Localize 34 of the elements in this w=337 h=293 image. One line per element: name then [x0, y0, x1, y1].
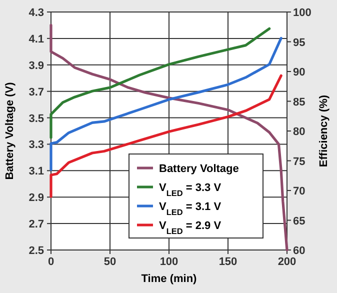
- y-tick-label: 2.9: [28, 192, 44, 204]
- y2-tick-label: 70: [293, 186, 306, 198]
- legend-label: Battery Voltage: [159, 163, 239, 175]
- y-tick-label: 3.1: [28, 166, 44, 178]
- line-series: [50, 74, 282, 198]
- y-axis-title: Battery Voltage (V): [4, 82, 16, 180]
- x-tick-label: 100: [160, 256, 178, 268]
- y-tick-label: 3.9: [28, 60, 44, 72]
- y2-tick-label: 60: [293, 245, 306, 257]
- y2-tick-label: 85: [293, 96, 306, 108]
- x-tick-label: 0: [48, 256, 54, 268]
- y-tick-label: 2.7: [28, 218, 44, 231]
- y-tick-label: 4.3: [28, 7, 44, 19]
- y2-tick-label: 95: [293, 36, 306, 49]
- y2-tick-label: 65: [293, 215, 306, 228]
- y2-tick-label: 90: [293, 66, 306, 78]
- y-tick-label: 3.3: [28, 139, 44, 152]
- y-tick-label: 4.1: [28, 33, 44, 46]
- y-tick-label: 3.7: [28, 86, 44, 98]
- y-tick-label: 3.5: [28, 112, 44, 125]
- x-axis-title: Time (min): [141, 273, 198, 285]
- legend-label: V$_{LED}$ = 3.1 V: [159, 201, 222, 216]
- x-tick-label: 150: [218, 256, 238, 268]
- line-series: [50, 27, 271, 139]
- x-tick-label: 200: [278, 256, 296, 268]
- y-tick-label: 2.5: [28, 245, 44, 257]
- y2-axis-title: Efficiency (%): [318, 94, 330, 168]
- line-series: [50, 24, 288, 252]
- x-tick-label: 50: [104, 256, 116, 268]
- y2-tick-label: 100: [293, 7, 312, 19]
- y2-tick-label: 75: [293, 156, 306, 168]
- y2-tick-label: 80: [293, 126, 306, 138]
- legend-label: V$_{LED}$ = 3.3 V: [159, 182, 222, 198]
- legend-label: V$_{LED}$ = 2.9 V: [159, 220, 222, 236]
